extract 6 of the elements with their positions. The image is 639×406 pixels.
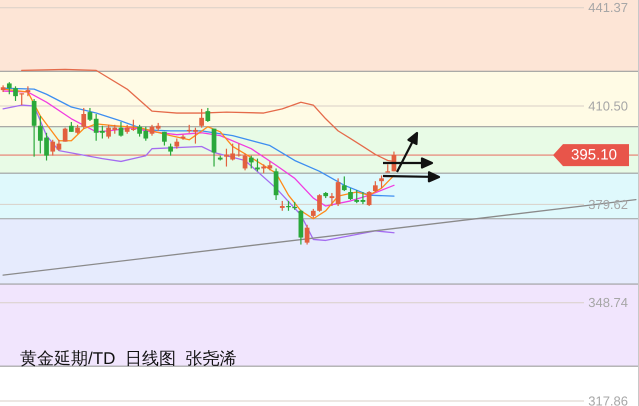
- y-tick-label: 441.37: [588, 0, 628, 16]
- y-tick-label: 410.50: [588, 98, 628, 114]
- ref-line-label: 395.10: [571, 146, 617, 164]
- y-tick-label: 348.74: [588, 295, 628, 310]
- y-tick-label: 317.86: [588, 394, 628, 406]
- text: 黄金延期/TD 日线图 张尧浠: [20, 349, 236, 368]
